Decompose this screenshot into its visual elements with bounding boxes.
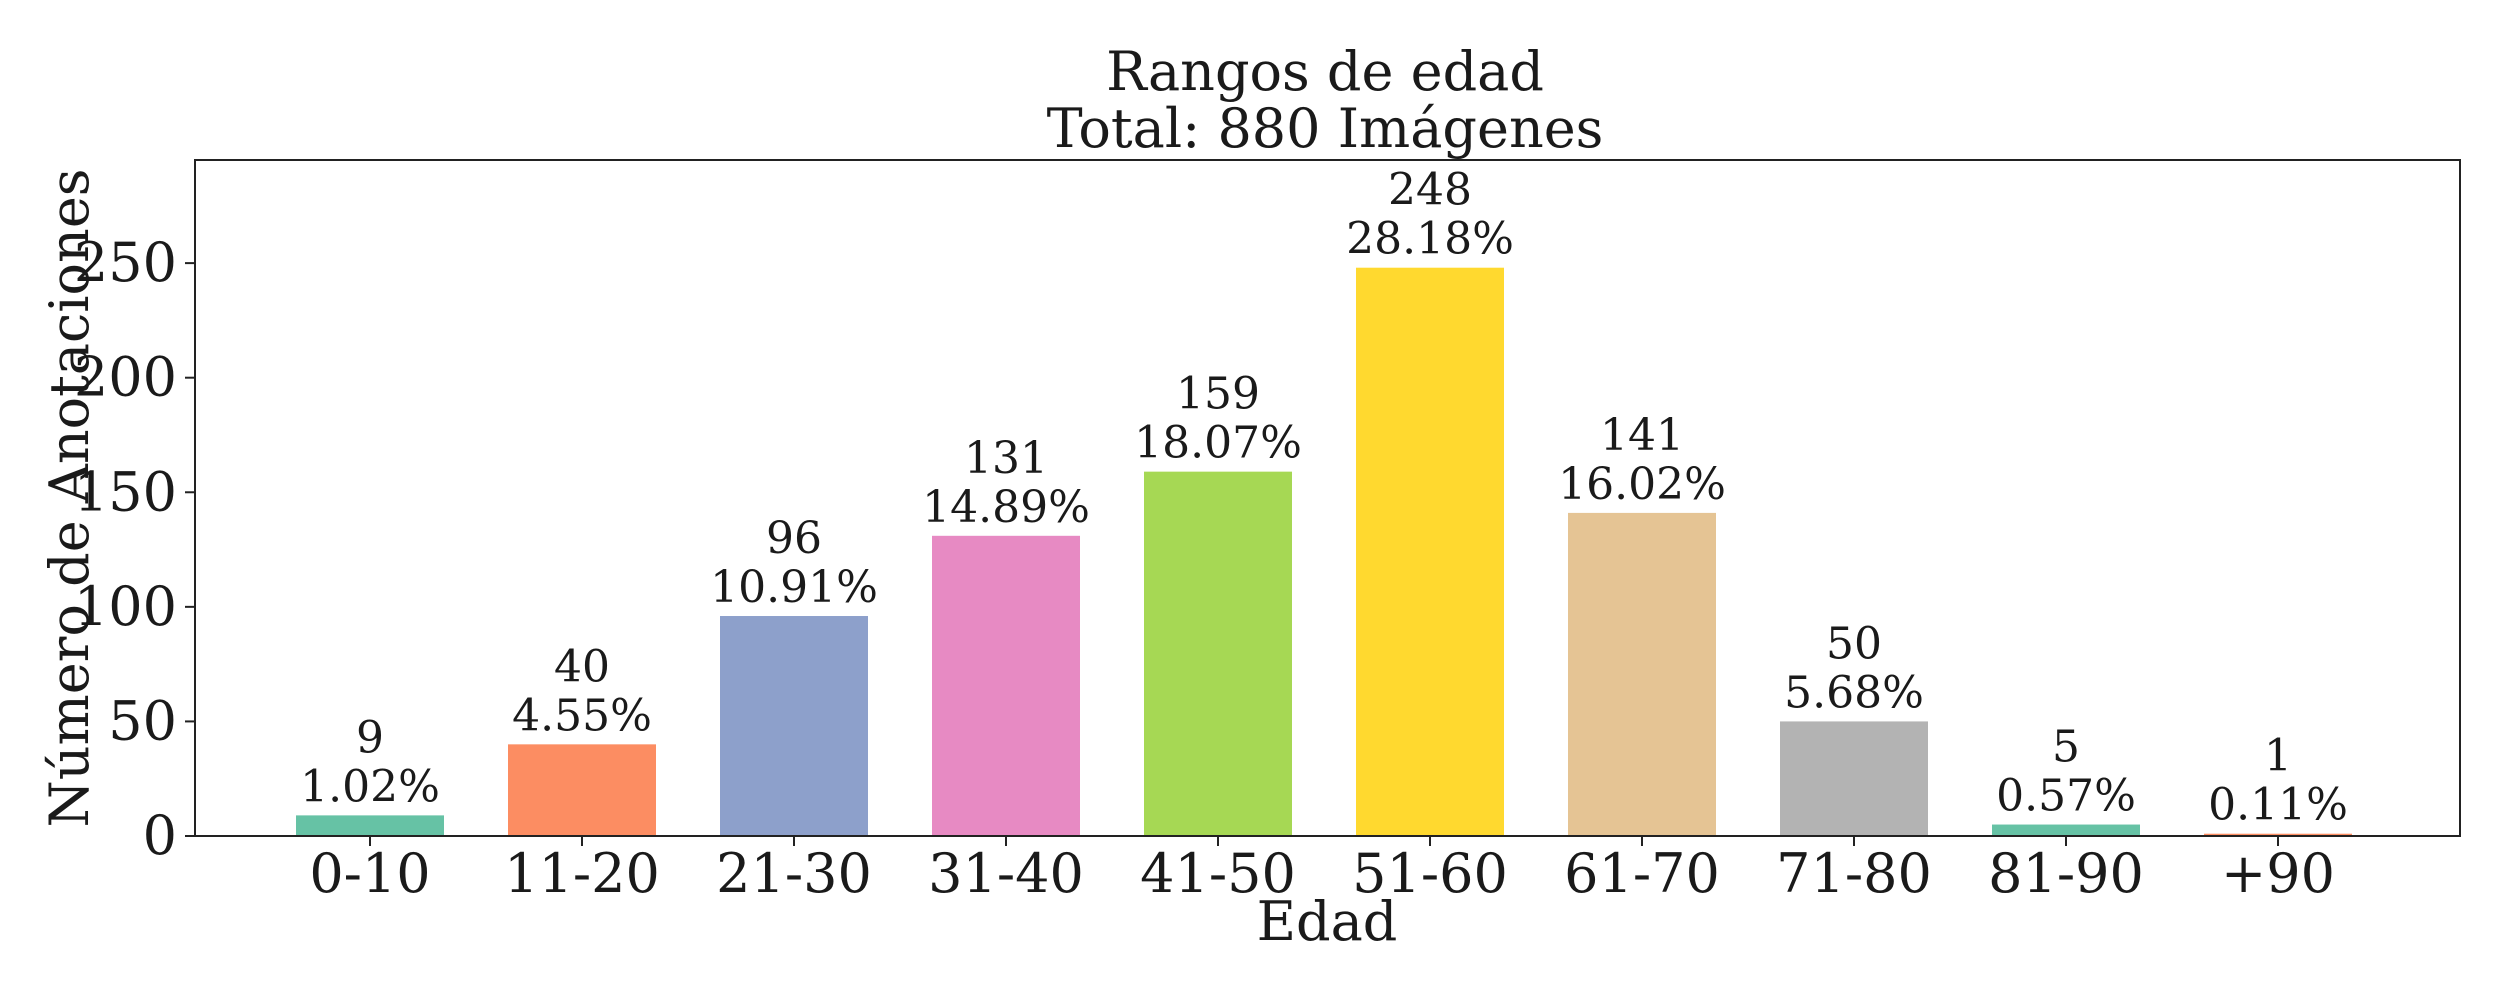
x-tick-label: 41-50 [1140, 842, 1296, 905]
bar [508, 744, 656, 836]
x-tick-label: 31-40 [928, 842, 1084, 905]
bar [720, 616, 868, 836]
bar [1144, 471, 1292, 836]
bar-percent-label: 18.07% [1134, 418, 1302, 469]
bar [1780, 721, 1928, 836]
bar [1356, 267, 1504, 837]
x-tick-label: 0-10 [309, 842, 430, 905]
bar-percent-label: 0.11% [2208, 780, 2348, 831]
bar-value-label: 141 [1600, 410, 1684, 461]
y-tick-label: 100 [74, 575, 177, 638]
x-tick-label: 71-80 [1776, 842, 1932, 905]
y-tick-label: 250 [74, 231, 177, 294]
bar [2204, 833, 2352, 836]
bar-percent-label: 4.55% [512, 690, 652, 741]
x-tick-label: 61-70 [1564, 842, 1720, 905]
bar [1568, 512, 1716, 836]
bar-value-label: 1 [2264, 731, 2292, 782]
x-tick-label: 81-90 [1988, 842, 2144, 905]
bar-value-label: 5 [2052, 722, 2080, 773]
bar-percent-label: 14.89% [922, 482, 1090, 533]
y-axis-label: Número de Anotaciones [38, 168, 101, 827]
x-axis-label: Edad [1257, 890, 1398, 953]
bar-value-label: 159 [1176, 369, 1260, 420]
bar-percent-label: 16.02% [1558, 459, 1726, 510]
bar-percent-label: 10.91% [710, 562, 878, 613]
plot-area: 0501001502002500-1091.02%11-20404.55%21-… [74, 165, 2352, 905]
x-tick-label: 21-30 [716, 842, 872, 905]
y-tick-label: 150 [74, 460, 177, 523]
bar [932, 535, 1080, 836]
y-tick-label: 200 [74, 346, 177, 409]
plot-frame [194, 159, 2461, 837]
bar-percent-label: 1.02% [300, 761, 440, 812]
chart-subtitle: Total: 880 Imágenes [1047, 97, 1604, 160]
bar-value-label: 131 [964, 433, 1048, 484]
x-tick-label: 11-20 [504, 842, 660, 905]
bar-value-label: 248 [1388, 165, 1472, 216]
y-tick-label: 50 [108, 689, 177, 752]
x-tick-label: +90 [2221, 842, 2335, 905]
x-tick-label: 51-60 [1352, 842, 1508, 905]
y-tick-label: 0 [143, 804, 177, 867]
bar-value-label: 40 [554, 641, 610, 692]
bar-value-label: 50 [1826, 618, 1882, 669]
bar-value-label: 96 [766, 513, 822, 564]
chart-title: Rangos de edad [1106, 40, 1544, 103]
bar-value-label: 9 [356, 712, 384, 763]
bar [1992, 824, 2140, 836]
bar [296, 815, 444, 836]
bar-percent-label: 0.57% [1996, 771, 2136, 822]
bar-percent-label: 28.18% [1346, 214, 1514, 265]
bar-percent-label: 5.68% [1784, 667, 1924, 718]
